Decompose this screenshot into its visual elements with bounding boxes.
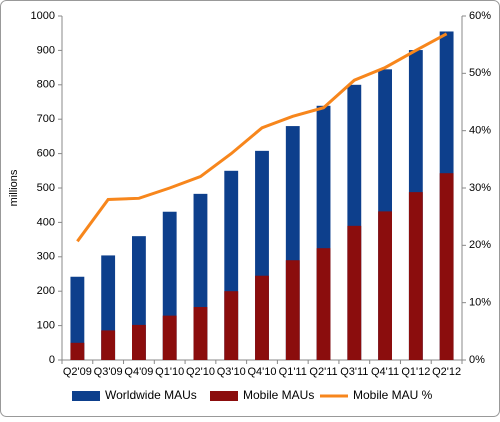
x-tick-label: Q3'10 — [217, 366, 246, 378]
y2-tick-label: 60% — [469, 10, 491, 22]
legend-swatch — [72, 391, 100, 401]
y-tick-label: 600 — [37, 148, 55, 160]
y2-tick-label: 50% — [469, 67, 491, 79]
line — [76, 32, 448, 243]
y2-tick-label: 10% — [469, 297, 491, 309]
bar — [162, 315, 177, 360]
y2-tick-label: 20% — [469, 239, 491, 251]
bar — [408, 192, 423, 360]
y-tick-label: 900 — [37, 44, 55, 56]
y-tick-label: 1000 — [31, 10, 55, 22]
y-tick-label: 300 — [37, 251, 55, 263]
legend-label: Mobile MAUs — [243, 388, 314, 402]
bar — [316, 248, 331, 360]
y-tick-label: 200 — [37, 285, 55, 297]
bar — [347, 225, 362, 360]
y-tick-label: 500 — [37, 182, 55, 194]
x-tick-label: Q3'09 — [94, 366, 123, 378]
bar — [70, 276, 85, 360]
y-tick-label: 0 — [49, 354, 55, 366]
y-tick-label: 800 — [37, 79, 55, 91]
x-tick-label: Q2'09 — [63, 366, 92, 378]
x-tick-label: Q4'10 — [247, 366, 276, 378]
bar — [285, 260, 300, 360]
bar — [132, 324, 146, 360]
legend-label: Worldwide MAUs — [105, 388, 197, 402]
bar — [193, 307, 208, 360]
y2-tick-label: 0% — [469, 354, 485, 366]
bar — [70, 342, 85, 360]
x-tick-label: Q1'12 — [401, 366, 430, 378]
bar — [255, 275, 269, 360]
legend-label: Mobile MAU % — [353, 388, 433, 402]
x-tick-label: Q2'10 — [186, 366, 215, 378]
x-tick-label: Q1'11 — [279, 366, 307, 378]
x-tick-label: Q1'10 — [155, 366, 184, 378]
y2-tick-label: 40% — [469, 125, 491, 137]
y-axis-label: millions — [8, 169, 20, 206]
y-tick-label: 400 — [37, 216, 55, 228]
x-tick-label: Q2'11 — [309, 366, 337, 378]
y-tick-label: 700 — [37, 113, 55, 125]
y-tick-label: 100 — [37, 320, 55, 332]
x-tick-label: Q4'09 — [124, 366, 153, 378]
bar — [439, 173, 454, 360]
x-tick-label: Q4'11 — [371, 366, 399, 378]
x-tick-label: Q2'12 — [432, 366, 461, 378]
bar — [101, 330, 116, 360]
x-tick-label: Q3'11 — [340, 366, 368, 378]
bar — [378, 211, 392, 360]
y2-tick-label: 30% — [469, 182, 491, 194]
bar — [224, 291, 239, 360]
legend-swatch — [210, 391, 238, 401]
